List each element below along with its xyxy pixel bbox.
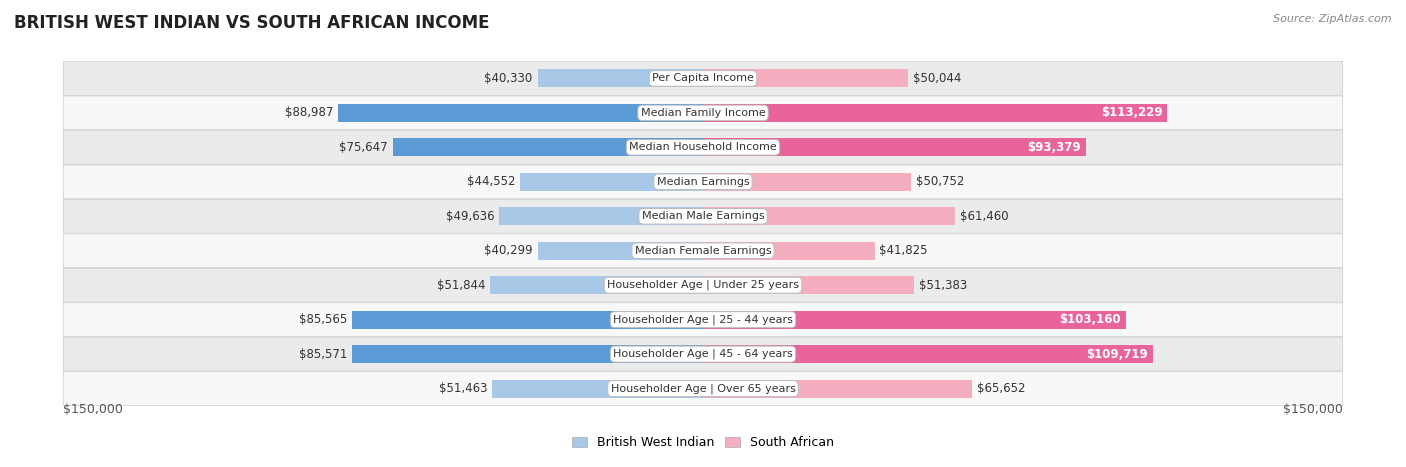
FancyBboxPatch shape <box>63 130 1343 164</box>
Text: $75,647: $75,647 <box>339 141 388 154</box>
Text: $88,987: $88,987 <box>285 106 333 120</box>
Bar <box>352 345 703 363</box>
Bar <box>392 138 703 156</box>
Text: Median Household Income: Median Household Income <box>628 142 778 152</box>
Bar <box>703 70 908 87</box>
Text: $113,229: $113,229 <box>1101 106 1163 120</box>
FancyBboxPatch shape <box>63 372 1343 405</box>
FancyBboxPatch shape <box>63 234 1343 268</box>
FancyBboxPatch shape <box>63 165 1343 198</box>
Text: BRITISH WEST INDIAN VS SOUTH AFRICAN INCOME: BRITISH WEST INDIAN VS SOUTH AFRICAN INC… <box>14 14 489 32</box>
FancyBboxPatch shape <box>63 62 1343 95</box>
Text: $49,636: $49,636 <box>446 210 495 223</box>
Bar <box>520 173 703 191</box>
Text: Householder Age | 45 - 64 years: Householder Age | 45 - 64 years <box>613 349 793 359</box>
Text: Per Capita Income: Per Capita Income <box>652 73 754 84</box>
Text: $85,565: $85,565 <box>299 313 347 326</box>
Bar <box>491 276 703 294</box>
Bar <box>537 70 703 87</box>
Bar <box>703 173 911 191</box>
Text: Householder Age | 25 - 44 years: Householder Age | 25 - 44 years <box>613 314 793 325</box>
Text: $85,571: $85,571 <box>299 347 347 361</box>
FancyBboxPatch shape <box>63 269 1343 302</box>
Bar <box>492 380 703 397</box>
Text: $150,000: $150,000 <box>1282 403 1343 417</box>
Text: $61,460: $61,460 <box>960 210 1008 223</box>
FancyBboxPatch shape <box>63 199 1343 233</box>
Bar <box>703 276 914 294</box>
Text: $51,844: $51,844 <box>437 279 485 292</box>
Text: $51,383: $51,383 <box>918 279 967 292</box>
FancyBboxPatch shape <box>63 96 1343 130</box>
FancyBboxPatch shape <box>63 303 1343 337</box>
Text: $109,719: $109,719 <box>1087 347 1149 361</box>
Legend: British West Indian, South African: British West Indian, South African <box>567 432 839 454</box>
Bar <box>703 104 1167 122</box>
Text: $40,299: $40,299 <box>484 244 533 257</box>
Text: $44,552: $44,552 <box>467 175 516 188</box>
Bar <box>703 311 1126 329</box>
Bar <box>337 104 703 122</box>
Text: $103,160: $103,160 <box>1060 313 1121 326</box>
Text: Median Family Income: Median Family Income <box>641 108 765 118</box>
Text: $50,752: $50,752 <box>917 175 965 188</box>
Bar <box>537 242 703 260</box>
Bar <box>703 138 1085 156</box>
Bar <box>703 207 955 225</box>
Text: Median Female Earnings: Median Female Earnings <box>634 246 772 256</box>
Bar <box>703 242 875 260</box>
Text: Householder Age | Under 25 years: Householder Age | Under 25 years <box>607 280 799 290</box>
Bar <box>703 345 1153 363</box>
Text: $40,330: $40,330 <box>485 72 533 85</box>
Text: Median Earnings: Median Earnings <box>657 177 749 187</box>
Text: Median Male Earnings: Median Male Earnings <box>641 211 765 221</box>
Text: Source: ZipAtlas.com: Source: ZipAtlas.com <box>1274 14 1392 24</box>
Text: $150,000: $150,000 <box>63 403 124 417</box>
Bar <box>352 311 703 329</box>
Text: Householder Age | Over 65 years: Householder Age | Over 65 years <box>610 383 796 394</box>
Bar <box>499 207 703 225</box>
Text: $65,652: $65,652 <box>977 382 1025 395</box>
Bar <box>703 380 972 397</box>
FancyBboxPatch shape <box>63 337 1343 371</box>
Text: $41,825: $41,825 <box>879 244 928 257</box>
Text: $51,463: $51,463 <box>439 382 486 395</box>
Text: $50,044: $50,044 <box>912 72 962 85</box>
Text: $93,379: $93,379 <box>1028 141 1081 154</box>
